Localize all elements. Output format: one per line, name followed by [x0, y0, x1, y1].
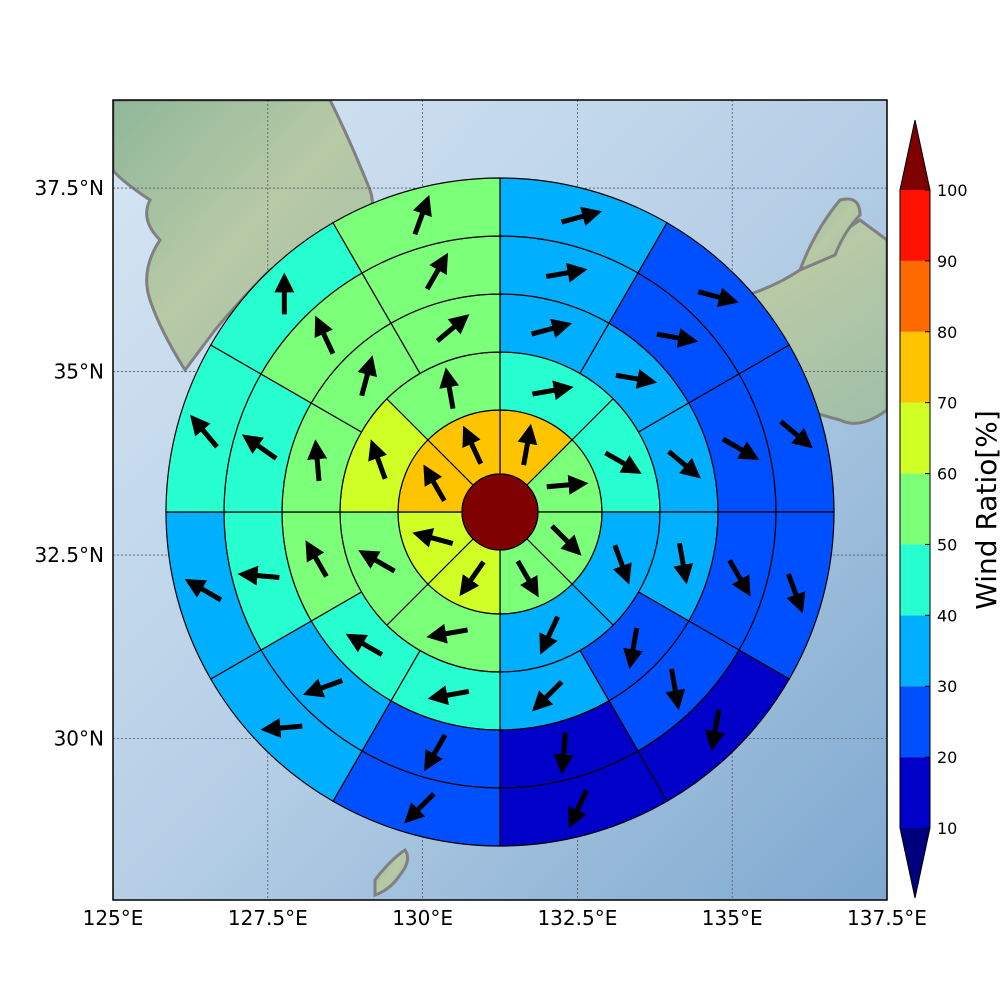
x-tick-label: 132.5°E [537, 906, 617, 930]
colorbar-segment [900, 473, 930, 545]
wind-arrow [673, 542, 694, 585]
wind-arrow [260, 718, 303, 738]
colorbar-segment [900, 686, 930, 758]
colorbar-segment [900, 260, 930, 332]
colorbar-segment [900, 615, 930, 687]
colorbar-segment [900, 544, 930, 616]
wind-arrow [779, 419, 813, 449]
y-tick-label: 37.5°N [35, 176, 105, 200]
wind-arrow [427, 685, 470, 706]
wind-arrow [307, 439, 328, 482]
wind-arrow [412, 194, 432, 236]
wind-arrow [546, 474, 589, 495]
colorbar-segment [900, 402, 930, 474]
wind-arrow [531, 380, 574, 401]
wind-arrow [302, 678, 344, 698]
y-tick-label: 35°N [54, 360, 104, 384]
wind-arrow [539, 615, 561, 655]
wind-arrow [314, 315, 336, 355]
wind-arrow [368, 439, 388, 480]
wind-arrow [345, 633, 384, 657]
y-tick-label: 32.5°N [35, 543, 105, 567]
colorbar-tick-label: 60 [937, 465, 957, 484]
colorbar-over-triangle [900, 120, 930, 190]
wind-arrow [667, 449, 701, 479]
colorbar: 10 20 30 40 50 60 70 80 90 100 [899, 119, 968, 899]
wind-arrow [404, 792, 436, 824]
colorbar-tick-label: 20 [937, 748, 957, 767]
land-noto [797, 197, 862, 273]
x-tick-label: 137.5°E [847, 906, 927, 930]
wind-arrow [656, 328, 699, 348]
wind-arrow [241, 434, 278, 461]
colorbar-label: Wind Ratio[%] [970, 410, 1000, 610]
wind-arrow [424, 252, 449, 291]
y-axis-ticks: 37.5°N 35°N 32.5°N 30°N [35, 176, 105, 750]
land-southern-island [373, 847, 410, 898]
wind-arrow [423, 464, 447, 503]
wind-arrow [412, 528, 454, 548]
map-panel [113, 100, 887, 900]
wind-arrow [604, 450, 642, 474]
wind-arrow [424, 733, 448, 772]
wind-arrow [435, 314, 470, 343]
center-disc [461, 473, 539, 551]
wind-arrow [727, 559, 751, 597]
wind-arrow [358, 550, 396, 574]
wind-arrow [184, 578, 223, 603]
colorbar-tick-label: 30 [937, 677, 957, 696]
wind-arrow [545, 262, 588, 283]
x-tick-label: 135°E [702, 906, 763, 930]
wind-arrow [237, 565, 280, 586]
wind-arrow [568, 789, 589, 829]
wind-arrows [184, 194, 813, 829]
wind-arrow [462, 425, 484, 465]
x-tick-label: 127.5°E [228, 906, 308, 930]
wind-arrow [560, 206, 603, 227]
wind-arrow [439, 367, 460, 410]
wind-arrow [612, 544, 632, 585]
wind-arrow [459, 560, 486, 597]
wind-arrow [517, 423, 538, 466]
colorbar-under-triangle [900, 828, 930, 898]
wind-arrow [357, 355, 378, 397]
wind-arrow [553, 732, 574, 775]
wind-arrow [786, 573, 806, 614]
colorbar-tick-label: 40 [937, 606, 957, 625]
colorbar-segment [900, 757, 930, 828]
y-tick-label: 30°N [54, 727, 104, 751]
wind-arrow [697, 287, 739, 308]
wind-arrow [705, 709, 725, 752]
colorbar-tick-label: 50 [937, 535, 957, 554]
wind-ratio-sectors [165, 177, 835, 847]
colorbar-tick-label: 80 [937, 323, 957, 342]
colorbar-tick-label: 70 [937, 394, 957, 413]
colorbar-segment [900, 190, 930, 261]
colorbar-tick-label: 90 [937, 252, 957, 271]
colorbar-tick-label: 100 [937, 181, 968, 200]
wind-arrow [530, 318, 573, 339]
wind-arrow [623, 627, 643, 670]
map-frame [112, 99, 888, 901]
x-axis-ticks: 125°E 127.5°E 130°E 132.5°E 135°E 137.5°E [83, 906, 927, 930]
wind-arrow [532, 680, 564, 712]
wind-arrow [721, 436, 760, 461]
colorbar-tick-label: 10 [937, 819, 957, 838]
wind-arrow [426, 623, 469, 644]
wind-arrow [305, 540, 329, 578]
wind-arrow [550, 524, 582, 556]
x-tick-label: 125°E [83, 906, 144, 930]
x-tick-label: 130°E [392, 906, 453, 930]
colorbar-segment [900, 331, 930, 403]
wind-arrow [515, 559, 539, 598]
wind-arrow [615, 369, 658, 389]
wind-arrow [190, 414, 219, 449]
wind-arrow [665, 668, 686, 711]
